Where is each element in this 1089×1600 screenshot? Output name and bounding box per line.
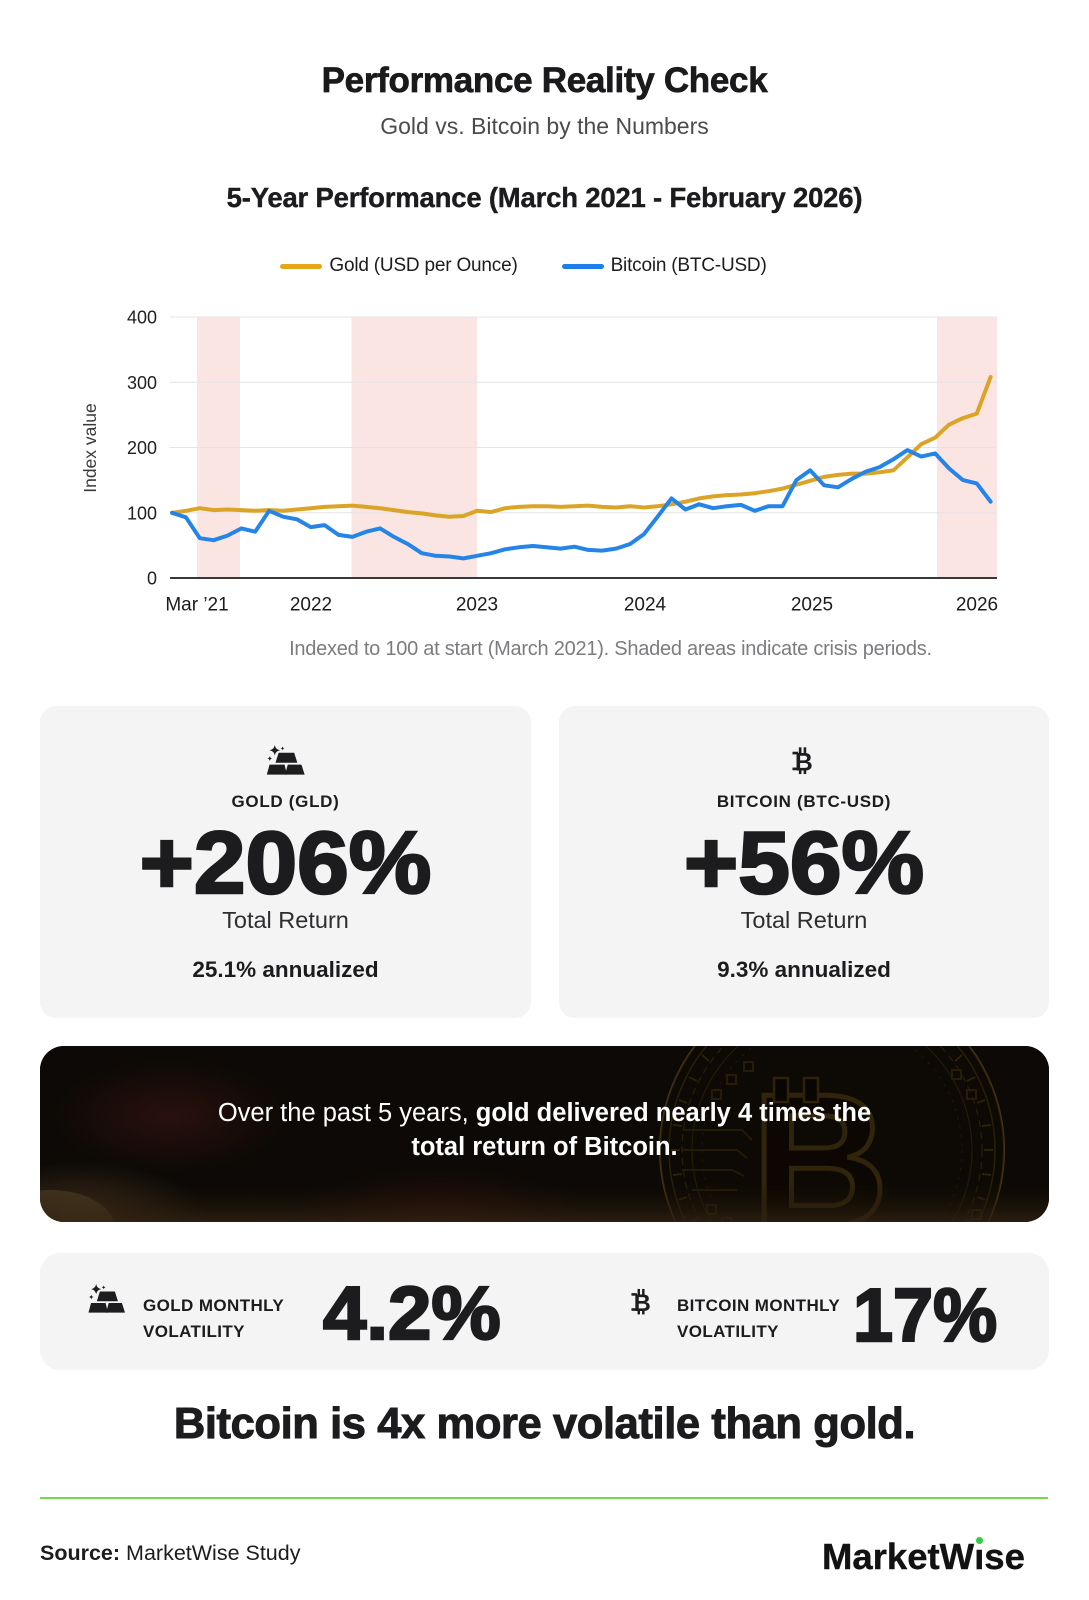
svg-text:B: B bbox=[795, 749, 813, 775]
svg-text:400: 400 bbox=[127, 308, 157, 328]
svg-text:Index value: Index value bbox=[80, 403, 100, 493]
svg-text:100: 100 bbox=[127, 503, 157, 523]
svg-text:2025: 2025 bbox=[791, 594, 833, 615]
svg-text:Mar ’21: Mar ’21 bbox=[165, 594, 228, 615]
svg-text:0: 0 bbox=[147, 569, 157, 589]
svg-text:B: B bbox=[634, 1291, 651, 1317]
svg-text:200: 200 bbox=[127, 438, 157, 458]
svg-text:2022: 2022 bbox=[290, 594, 332, 615]
svg-text:300: 300 bbox=[127, 373, 157, 393]
svg-text:2024: 2024 bbox=[624, 594, 667, 615]
svg-text:2026: 2026 bbox=[956, 594, 998, 615]
svg-text:2023: 2023 bbox=[456, 594, 498, 615]
